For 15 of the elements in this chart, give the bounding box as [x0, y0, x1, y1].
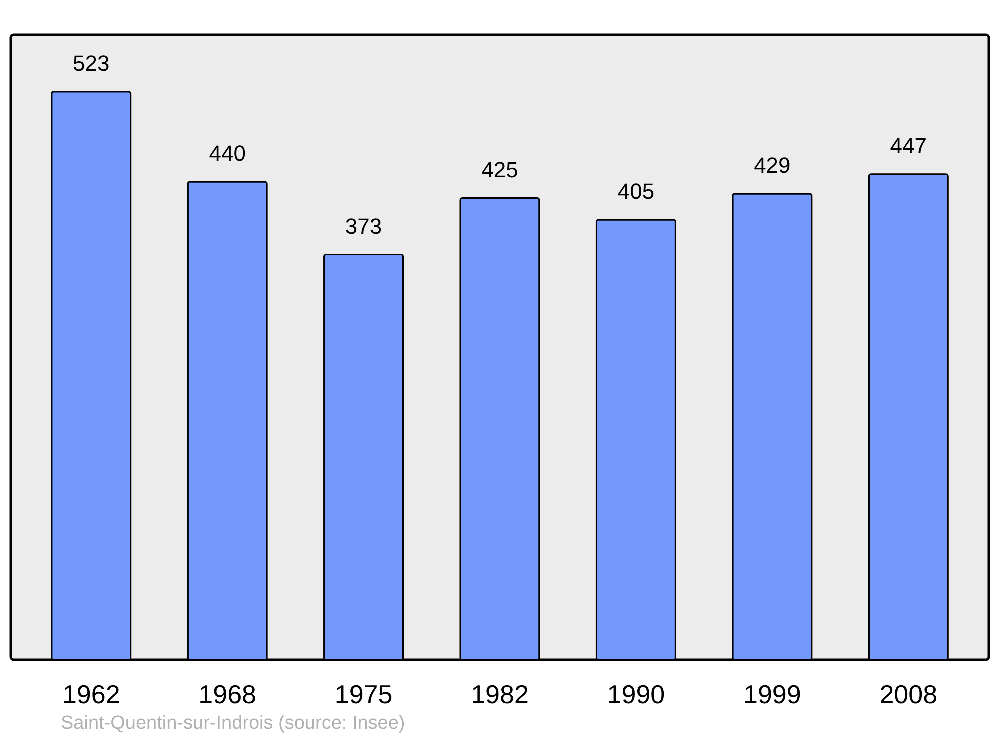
x-tick-label: 2008: [880, 680, 938, 710]
x-tick-label: 1982: [471, 680, 529, 710]
x-tick-label: 1975: [334, 680, 393, 710]
x-tick-label: 1999: [744, 680, 802, 710]
x-tick-label: 1962: [62, 680, 120, 710]
data-label: 373: [345, 214, 382, 239]
data-label: 429: [754, 152, 791, 178]
x-tick-label: 1968: [198, 680, 256, 710]
data-label: 523: [73, 50, 110, 76]
x-tick-label: 1990: [607, 680, 666, 710]
data-label: 447: [890, 133, 927, 158]
data-label: 425: [482, 157, 518, 182]
data-label: 440: [209, 140, 246, 166]
data-label: 405: [618, 179, 655, 204]
text: Saint-Quentin-sur-Indrois (source: Insee): [61, 713, 406, 734]
